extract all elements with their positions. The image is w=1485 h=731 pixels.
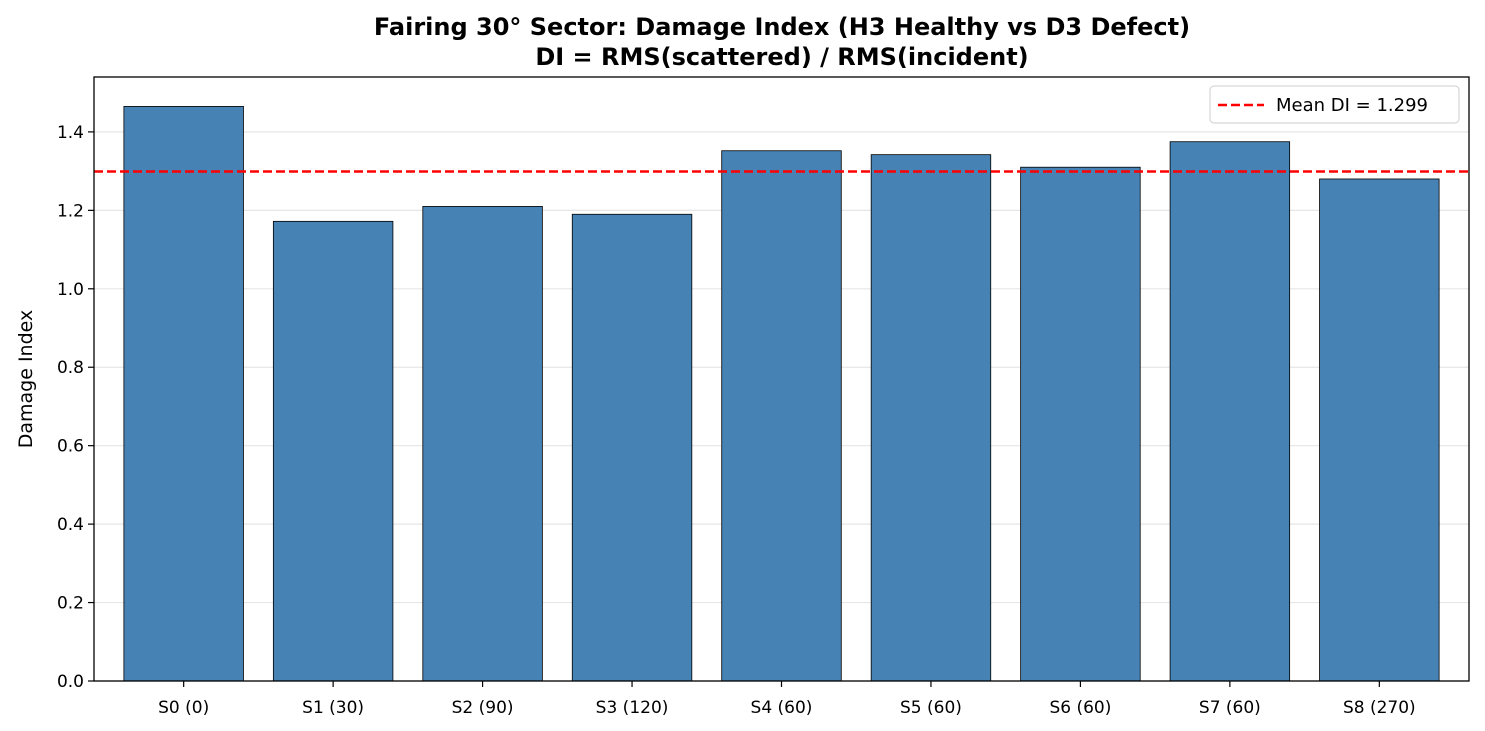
y-tick-label: 0.8 (57, 358, 84, 378)
y-tick-label: 0.0 (57, 672, 84, 692)
x-tick-label: S2 (90) (452, 698, 514, 718)
bar (272, 220, 394, 682)
x-tick-label: S3 (120) (596, 698, 669, 718)
x-tick-label: S1 (30) (302, 698, 364, 718)
bar (1319, 178, 1440, 682)
bar (1169, 141, 1291, 682)
bar (870, 154, 992, 682)
legend: Mean DI = 1.299 (1209, 85, 1460, 124)
x-axis-ticks: S0 (0) S1 (30) S2 (90) S3 (120) S4 (60) S5 (6… (158, 681, 1416, 718)
y-tick-label: 0.6 (57, 437, 84, 457)
bar (422, 206, 543, 682)
bars (123, 106, 1440, 682)
legend-entry-mean-di: Mean DI = 1.299 (1276, 95, 1428, 116)
y-tick-label: 1.2 (57, 201, 84, 221)
y-axis-label: Damage Index (15, 310, 37, 449)
y-axis-ticks: 0.0 0.2 0.4 0.6 0.8 1.0 1.2 1.4 (57, 123, 94, 692)
bar (721, 150, 842, 682)
x-tick-label: S4 (60) (751, 698, 813, 718)
x-tick-label: S7 (60) (1199, 698, 1261, 718)
y-tick-label: 0.4 (57, 515, 84, 535)
y-tick-label: 1.4 (57, 123, 84, 143)
legend-box (1209, 85, 1460, 124)
bar (1020, 166, 1141, 682)
x-tick-label: S0 (0) (158, 698, 209, 718)
chart-title: Fairing 30° Sector: Damage Index (H3 Hea… (374, 13, 1190, 41)
x-tick-label: S5 (60) (900, 698, 962, 718)
y-tick-label: 0.2 (57, 594, 84, 614)
bar (571, 213, 693, 682)
chart-subtitle: DI = RMS(scattered) / RMS(incident) (535, 43, 1028, 71)
bar (123, 106, 244, 682)
x-tick-label: S8 (270) (1343, 698, 1416, 718)
y-tick-label: 1.0 (57, 280, 84, 300)
x-tick-label: S6 (60) (1049, 698, 1111, 718)
